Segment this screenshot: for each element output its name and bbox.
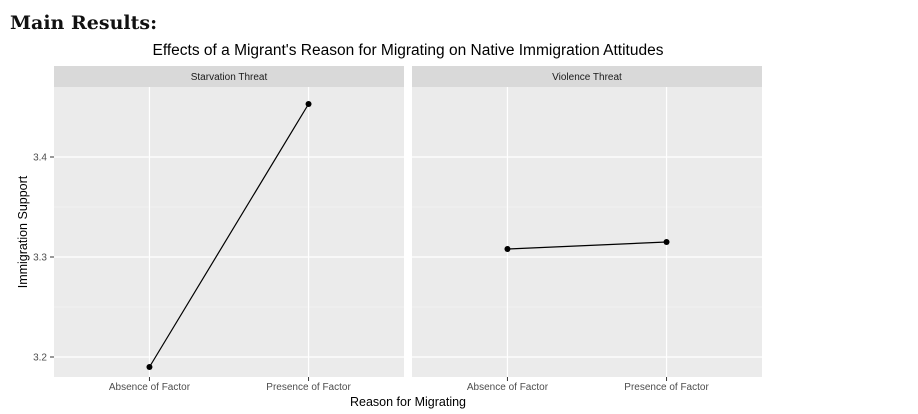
y-axis-label: Immigration Support bbox=[16, 175, 30, 288]
section-heading: Main Results: bbox=[10, 12, 158, 34]
x-tick-label: Absence of Factor bbox=[467, 382, 549, 393]
data-point bbox=[504, 246, 511, 252]
data-point bbox=[305, 101, 312, 107]
x-axis-label: Reason for Migrating bbox=[350, 395, 466, 409]
x-tick-label: Absence of Factor bbox=[109, 382, 191, 393]
series-line bbox=[507, 241, 667, 250]
series-line bbox=[148, 103, 310, 368]
x-tick-label: Presence of Factor bbox=[624, 382, 709, 393]
data-point bbox=[663, 239, 670, 245]
facet-panel bbox=[54, 87, 404, 377]
facet-panel bbox=[412, 87, 762, 377]
chart-title: Effects of a Migrant's Reason for Migrat… bbox=[153, 42, 664, 59]
y-tick-label: 3.4 bbox=[33, 153, 47, 164]
facet-strip bbox=[412, 66, 762, 87]
data-point bbox=[146, 364, 153, 370]
facet-strip-label: Starvation Threat bbox=[191, 72, 268, 83]
x-tick-label: Presence of Factor bbox=[266, 382, 351, 393]
y-tick-label: 3.2 bbox=[33, 353, 47, 364]
facet-strip-label: Violence Threat bbox=[552, 72, 622, 83]
y-tick-label: 3.3 bbox=[33, 253, 47, 264]
facet-strip bbox=[54, 66, 404, 87]
